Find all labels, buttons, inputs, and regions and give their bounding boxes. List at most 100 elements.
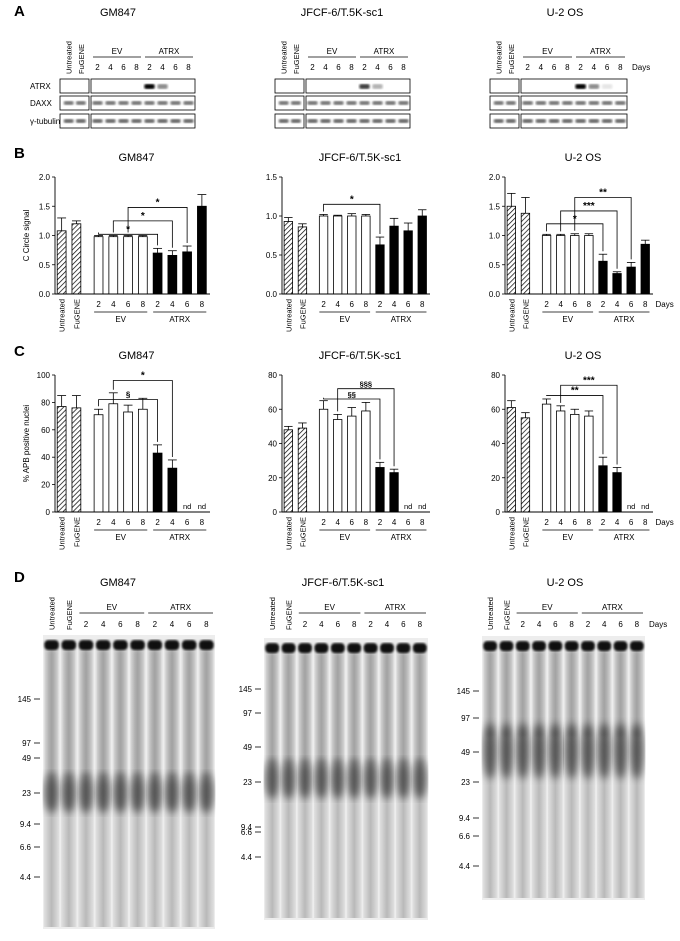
significance-bracket [98,399,158,442]
size-marker-label: 6.6 [20,843,32,852]
x-tick-label: 8 [364,518,369,527]
x-tick-label: 2 [378,300,383,309]
blot-band [372,101,383,105]
bar [56,406,67,513]
y-tick-label: 2.0 [489,173,501,182]
bar [297,427,308,513]
blot-band [290,101,301,105]
lane-label-fugene: FuGENE [77,44,86,74]
x-tick-label: 4 [392,300,397,309]
x-tick-label: 6 [629,518,634,527]
chart-title: JFCF-6/T.5K-sc1 [319,152,402,164]
nd-label: nd [641,502,649,511]
bar [152,252,163,295]
group-label-ev: EV [115,315,126,324]
bar [506,205,516,295]
blot-band [307,101,318,105]
x-label-fugene: FuGENE [521,299,530,329]
x-tick-label: 4 [558,300,563,309]
group-label-ev: EV [562,533,573,542]
gel-smear-upper [46,650,57,778]
blot-band [170,101,181,105]
significance-bracket [337,388,395,467]
blot-band [359,84,370,89]
blot-title-1: JFCF-6/T.5K-sc1 [301,7,384,19]
day-tick-label: 4 [101,620,106,629]
x-tick-label: 2 [378,518,383,527]
gel-well-band [581,641,595,651]
gel-smear-upper [149,650,160,778]
day-tick-label: 4 [385,620,390,629]
x-tick-label: 2 [155,300,160,309]
blot-band [372,119,383,123]
blot-band [505,101,516,105]
panel-letter-b: B [14,145,25,162]
x-tick-label: 8 [643,518,648,527]
x-label-fugene: FuGENE [298,299,307,329]
significance-label: * [141,211,145,222]
nd-label: nd [404,502,412,511]
significance-bracket [112,380,173,457]
size-marker-label: 4.4 [241,853,253,862]
y-tick-label: 80 [491,371,500,380]
gel-well-band [499,641,514,651]
bar [598,260,608,295]
gel-smear [281,759,296,799]
day-tick-label: 8 [135,620,140,629]
days-label: Days [649,620,667,629]
day-tick-label: 4 [160,63,165,72]
panel-letter-c: C [14,343,25,360]
nd-label: nd [627,502,635,511]
x-tick-label: 2 [544,300,549,309]
y-tick-label: 0 [496,508,501,517]
y-tick-label: 60 [41,426,50,435]
x-tick-label: 8 [141,300,146,309]
gel-well-band [113,640,128,650]
gel-smear [581,723,595,779]
gel-smear [181,773,197,813]
blot-band [63,119,74,123]
bar [389,472,399,513]
bar [626,266,636,295]
day-tick-label: 6 [401,620,406,629]
blot-title-0: GM847 [100,7,136,19]
day-tick-label: 8 [418,620,423,629]
gel-well-band [630,641,644,651]
panel-a-western-blots: GM847 JFCF-6/T.5K-sc1 U-2 OS ATRX DAXX γ-tubu… [30,7,650,129]
day-tick-label: 6 [336,620,341,629]
gel-smear-upper [80,650,92,778]
day-tick-label: 2 [147,63,152,72]
gel-well-band [78,640,94,650]
x-tick-label: 6 [573,300,578,309]
bar [375,244,385,295]
day-tick-label: 8 [349,63,354,72]
x-tick-label: 8 [364,300,369,309]
blot-band [601,84,613,89]
y-tick-label: 0.0 [489,290,501,299]
blot-band [157,84,168,89]
blot-band [601,101,613,105]
group-label-atrx: ATRX [391,533,412,542]
day-tick-label: 8 [204,620,209,629]
chart-title: GM847 [118,152,154,164]
gel-smear-upper [166,650,178,778]
blot-band [92,101,103,105]
gel-smear [44,773,59,813]
gel-smear [347,759,362,799]
panel-letter-a: A [14,3,25,20]
x-tick-label: 4 [392,518,397,527]
gel-well-band [61,640,77,650]
x-tick-label: 6 [350,518,355,527]
significance-bracket [560,384,618,465]
gel-smear [298,759,312,799]
blot-box-main [90,113,196,129]
bar [403,230,413,295]
gel-smear-upper [184,650,195,778]
day-tick-label: 8 [618,63,623,72]
day-tick-label: 4 [319,620,324,629]
bar [123,236,133,295]
y-tick-label: 80 [268,371,277,380]
x-tick-label: 4 [615,518,620,527]
significance-bracket [560,210,618,269]
